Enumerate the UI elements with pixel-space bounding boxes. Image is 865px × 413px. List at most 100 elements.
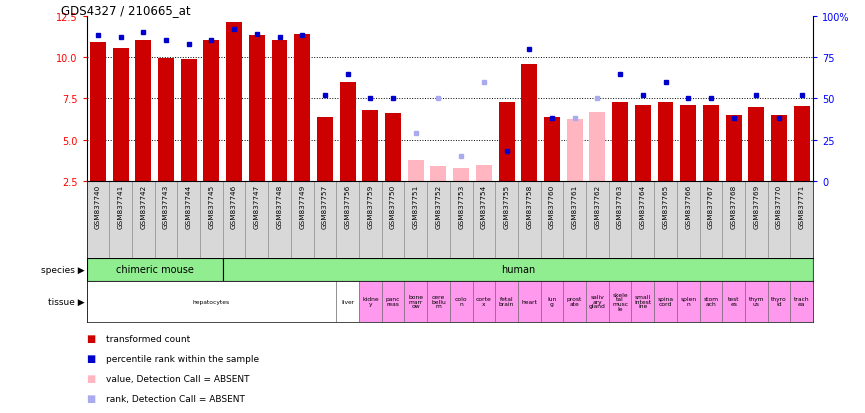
Bar [177,182,200,258]
Bar [657,102,674,182]
Bar [563,182,586,258]
Bar [246,182,268,258]
Bar [427,182,450,258]
Bar [381,281,405,322]
Text: GSM837741: GSM837741 [118,184,124,228]
Bar [768,182,791,258]
Bar [726,116,741,182]
Bar [541,281,563,322]
Bar [631,281,654,322]
Bar [359,281,381,322]
Text: stom
ach: stom ach [703,297,719,306]
Bar [453,169,469,182]
Text: GDS4327 / 210665_at: GDS4327 / 210665_at [61,4,190,17]
Bar [407,160,424,182]
Bar [654,182,676,258]
Bar [135,41,151,182]
Bar [450,182,472,258]
Text: GSM837746: GSM837746 [231,184,237,228]
Text: GSM837759: GSM837759 [368,184,374,228]
Bar [700,182,722,258]
Bar [268,182,291,258]
Bar [404,182,427,258]
Text: ■: ■ [86,393,96,403]
Bar [181,59,196,182]
Bar [676,281,700,322]
Bar [472,281,495,322]
Bar [155,182,177,258]
Text: transformed count: transformed count [106,334,189,343]
Bar [203,41,220,182]
Text: saliv
ary
gland: saliv ary gland [589,294,606,309]
Bar [541,182,563,258]
Bar [589,113,606,182]
Bar [544,117,560,182]
Bar [771,116,787,182]
Bar [654,281,676,322]
Bar [200,182,223,258]
Bar [90,43,106,182]
Text: thym
us: thym us [748,297,764,306]
Bar [635,106,650,182]
Text: GSM837740: GSM837740 [95,184,101,228]
Text: GSM837754: GSM837754 [481,184,487,228]
Text: GSM837757: GSM837757 [322,184,328,228]
Text: value, Detection Call = ABSENT: value, Detection Call = ABSENT [106,374,249,383]
Text: splen
n: splen n [680,297,696,306]
Bar [223,182,246,258]
Text: small
intest
ine: small intest ine [634,294,651,309]
Bar [563,281,586,322]
Bar [518,281,541,322]
Bar [518,182,541,258]
Bar [791,182,813,258]
Bar [495,182,518,258]
Bar [703,106,719,182]
Text: GSM837756: GSM837756 [344,184,350,228]
Text: colo
n: colo n [455,297,467,306]
Text: trach
ea: trach ea [794,297,810,306]
Bar [226,23,242,182]
Text: heart: heart [522,299,537,304]
Text: GSM837758: GSM837758 [526,184,532,228]
Text: GSM837743: GSM837743 [163,184,169,228]
Text: chimeric mouse: chimeric mouse [116,264,194,275]
Bar [791,281,813,322]
Bar [223,258,813,281]
Text: GSM837747: GSM837747 [253,184,260,228]
Bar [336,182,359,258]
Bar [249,36,265,182]
Bar [317,118,333,182]
Text: GSM837770: GSM837770 [776,184,782,228]
Text: GSM837767: GSM837767 [708,184,714,228]
Text: test
es: test es [727,297,740,306]
Text: lun
g: lun g [548,297,556,306]
Text: GSM837755: GSM837755 [503,184,509,228]
Bar [272,41,287,182]
Bar [404,281,427,322]
Text: thyro
id: thyro id [772,297,787,306]
Text: GSM837745: GSM837745 [208,184,215,228]
Bar [381,182,405,258]
Bar [86,281,336,322]
Text: human: human [501,264,535,275]
Text: panc
reas: panc reas [386,297,400,306]
Text: GSM837765: GSM837765 [663,184,669,228]
Bar [745,182,768,258]
Text: tissue ▶: tissue ▶ [48,297,85,306]
Bar [794,107,810,182]
Text: GSM837762: GSM837762 [594,184,600,228]
Text: hepatocytes: hepatocytes [193,299,230,304]
Bar [472,182,495,258]
Bar [431,167,446,182]
Bar [567,120,583,182]
Text: GSM837749: GSM837749 [299,184,305,228]
Bar [586,281,609,322]
Text: GSM837771: GSM837771 [798,184,804,228]
Bar [336,281,359,322]
Bar [700,281,722,322]
Bar [676,182,700,258]
Bar [609,281,631,322]
Bar [291,182,314,258]
Bar [450,281,472,322]
Bar [586,182,609,258]
